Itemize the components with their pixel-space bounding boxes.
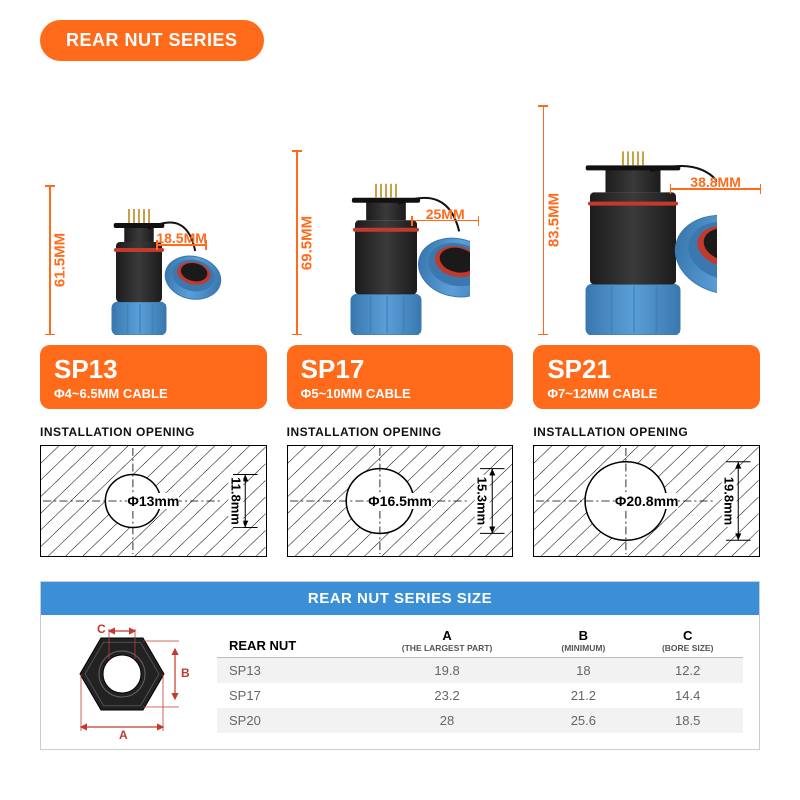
install-opening: INSTALLATION OPENING (533, 425, 760, 557)
table-row: SP1723.221.214.4 (217, 683, 743, 708)
table-cell: 25.6 (534, 708, 632, 733)
size-col-head: REAR NUT (217, 624, 360, 658)
table-cell: 14.4 (632, 683, 743, 708)
size-col-head: B(MINIMUM) (534, 624, 632, 658)
product-sp21: 83.5MM 38.8MM (533, 75, 760, 335)
product-sp17: 69.5MM 25MM (287, 75, 514, 335)
table-cell: SP17 (217, 683, 360, 708)
install-opening: INSTALLATION OPENING (40, 425, 267, 557)
table-cell: 12.2 (632, 658, 743, 684)
width-dimension: 25MM (411, 206, 479, 222)
table-cell: SP13 (217, 658, 360, 684)
model-label-sp17: SP17 Φ5~10MM CABLE (287, 345, 514, 409)
table-cell: SP20 (217, 708, 360, 733)
height-dimension: 61.5MM (49, 185, 51, 335)
products-row: 61.5MM 18.5MM (40, 75, 760, 335)
install-diagram: Φ20.8mm 19.8mm (533, 445, 760, 557)
table-cell: 21.2 (534, 683, 632, 708)
size-table-header: REAR NUT SERIES SIZE (41, 582, 759, 615)
table-row: SP202825.618.5 (217, 708, 743, 733)
size-table-head-row: REAR NUTA(THE LARGEST PART)B(MINIMUM)C(B… (217, 624, 743, 658)
width-dimension: 18.5MM (156, 230, 207, 246)
size-col-head: C(BORE SIZE) (632, 624, 743, 658)
width-dimension: 38.8MM (670, 174, 762, 190)
nut-label-a: A (119, 728, 128, 739)
table-cell: 18.5 (632, 708, 743, 733)
height-dimension: 83.5MM (543, 105, 545, 335)
table-cell: 19.8 (360, 658, 534, 684)
model-label-sp21: SP21 Φ7~12MM CABLE (533, 345, 760, 409)
size-table: REAR NUTA(THE LARGEST PART)B(MINIMUM)C(B… (217, 624, 743, 733)
model-label-sp13: SP13 Φ4~6.5MM CABLE (40, 345, 267, 409)
table-cell: 28 (360, 708, 534, 733)
install-opening: INSTALLATION OPENING (287, 425, 514, 557)
size-section: REAR NUT SERIES SIZE C (40, 581, 760, 750)
model-label-row: SP13 Φ4~6.5MM CABLE SP17 Φ5~10MM CABLE SP2… (40, 345, 760, 409)
series-badge: REAR NUT SERIES (40, 20, 264, 61)
size-table-body: SP1319.81812.2SP1723.221.214.4SP202825.6… (217, 658, 743, 734)
table-cell: 18 (534, 658, 632, 684)
height-dimension: 69.5MM (296, 150, 298, 335)
nut-label-c: C (97, 622, 106, 636)
product-sp13: 61.5MM 18.5MM (40, 75, 267, 335)
install-row: INSTALLATION OPENING (40, 425, 760, 557)
size-col-head: A(THE LARGEST PART) (360, 624, 534, 658)
nut-diagram: C B A (57, 619, 197, 739)
install-diagram: Φ13mm 11.8mm (40, 445, 267, 557)
table-row: SP1319.81812.2 (217, 658, 743, 684)
nut-label-b: B (181, 666, 190, 680)
table-cell: 23.2 (360, 683, 534, 708)
install-diagram: Φ16.5mm 15.3mm (287, 445, 514, 557)
